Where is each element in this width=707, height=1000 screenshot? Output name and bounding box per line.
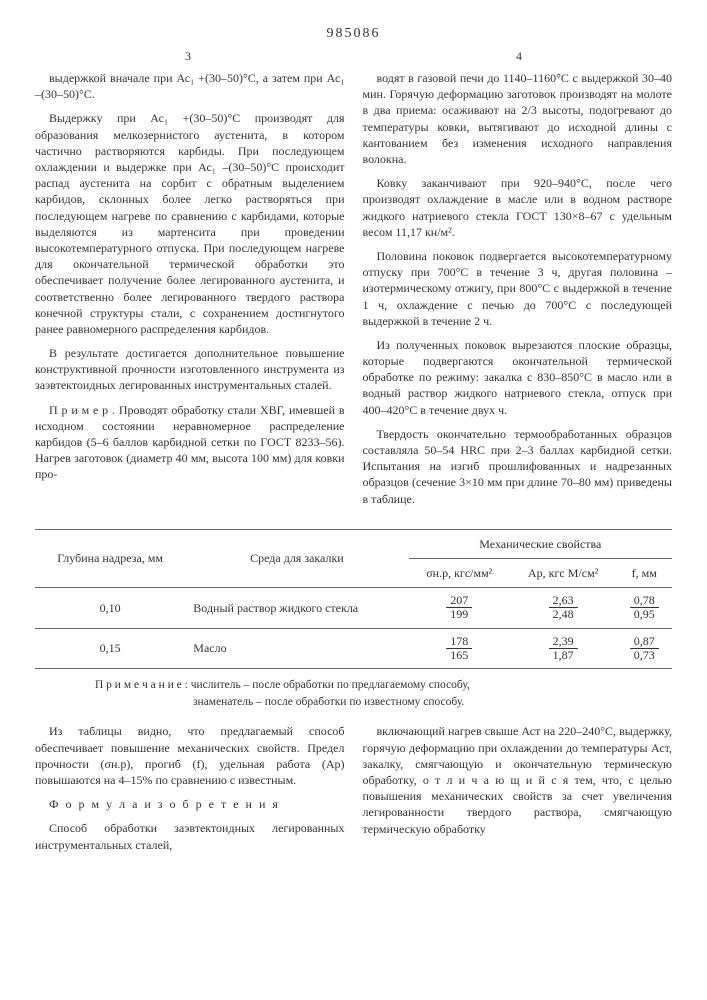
- document-number: 985086: [35, 25, 672, 44]
- cell-f: 0,870,73: [616, 628, 672, 668]
- th-sigma: σн.р, кгс/мм²: [409, 558, 510, 587]
- page-left: 3: [185, 48, 191, 64]
- page-right: 4: [516, 48, 522, 64]
- right-p1: водят в газовой печи до 1140–1160°С с вы…: [363, 70, 673, 167]
- left-p4: П р и м е р . Проводят обработку стали Х…: [35, 402, 345, 483]
- th-a: Aр, кгс М/см²: [510, 558, 617, 587]
- mech-properties-table: Глубина надреза, мм Среда для закалки Ме…: [35, 529, 672, 669]
- bottom-left-p2: Способ обработки заэвтектоидных легирова…: [35, 820, 345, 852]
- left-column: выдержкой вначале при Ас₁ +(30–50)°С, а …: [35, 70, 345, 515]
- cell-medium: Масло: [185, 628, 408, 668]
- cell-a: 2,391,87: [510, 628, 617, 668]
- frac-den: 199: [446, 608, 472, 621]
- frac-num: 0,78: [630, 594, 659, 608]
- bottom-right-p1: включающий нагрев свыше Аст на 220–240°С…: [363, 723, 673, 836]
- table-row: 0,15 Масло 178165 2,391,87 0,870,73: [35, 628, 672, 668]
- cell-depth: 0,10: [35, 588, 185, 628]
- right-p3: Половина поковок подвергается высокотемп…: [363, 248, 673, 329]
- frac-num: 207: [446, 594, 472, 608]
- note-line2: знаменатель – после обработки по известн…: [193, 694, 672, 711]
- cell-f: 0,780,95: [616, 588, 672, 628]
- cell-a: 2,632,48: [510, 588, 617, 628]
- bottom-columns: Из таблицы видно, что предлагаемый спосо…: [35, 723, 672, 860]
- right-p2: Ковку заканчивают при 920–940°С, после ч…: [363, 175, 673, 240]
- frac-num: 0,87: [630, 635, 659, 649]
- frac-den: 1,87: [549, 649, 578, 662]
- bottom-right-column: включающий нагрев свыше Аст на 220–240°С…: [363, 723, 673, 860]
- right-p4: Из полученных поковок вырезаются плоские…: [363, 337, 673, 418]
- main-columns: выдержкой вначале при Ас₁ +(30–50)°С, а …: [35, 70, 672, 515]
- frac-den: 2,48: [549, 608, 578, 621]
- cell-medium: Водный раствор жидкого стекла: [185, 588, 408, 628]
- cell-depth: 0,15: [35, 628, 185, 668]
- th-medium: Среда для закалки: [185, 529, 408, 587]
- frac-den: 0,95: [630, 608, 659, 621]
- cell-sigma: 178165: [409, 628, 510, 668]
- frac-num: 2,63: [549, 594, 578, 608]
- note-line1: П р и м е ч а н и е : числитель – после …: [95, 677, 672, 694]
- page-numbers: 3 4: [35, 48, 672, 70]
- left-p3: В результате достигается дополнительное …: [35, 345, 345, 394]
- cell-sigma: 207199: [409, 588, 510, 628]
- th-f: f, мм: [616, 558, 672, 587]
- table-row: 0,10 Водный раствор жидкого стекла 20719…: [35, 588, 672, 628]
- left-p1: выдержкой вначале при Ас₁ +(30–50)°С, а …: [35, 70, 345, 102]
- bottom-left-p1: Из таблицы видно, что предлагаемый спосо…: [35, 723, 345, 788]
- bottom-left-column: Из таблицы видно, что предлагаемый спосо…: [35, 723, 345, 860]
- frac-den: 165: [446, 649, 472, 662]
- formula-title: Ф о р м у л а и з о б р е т е н и я: [35, 796, 345, 812]
- frac-den: 0,73: [630, 649, 659, 662]
- th-mech: Механические свойства: [409, 529, 672, 558]
- frac-num: 2,39: [549, 635, 578, 649]
- right-column: водят в газовой печи до 1140–1160°С с вы…: [363, 70, 673, 515]
- right-p5: Твердость окончательно термообработанных…: [363, 426, 673, 507]
- left-p2: Выдержку при Ас₁ +(30–50)°С производят д…: [35, 110, 345, 337]
- table-note: П р и м е ч а н и е : числитель – после …: [95, 677, 672, 712]
- frac-num: 178: [446, 635, 472, 649]
- th-depth: Глубина надреза, мм: [35, 529, 185, 587]
